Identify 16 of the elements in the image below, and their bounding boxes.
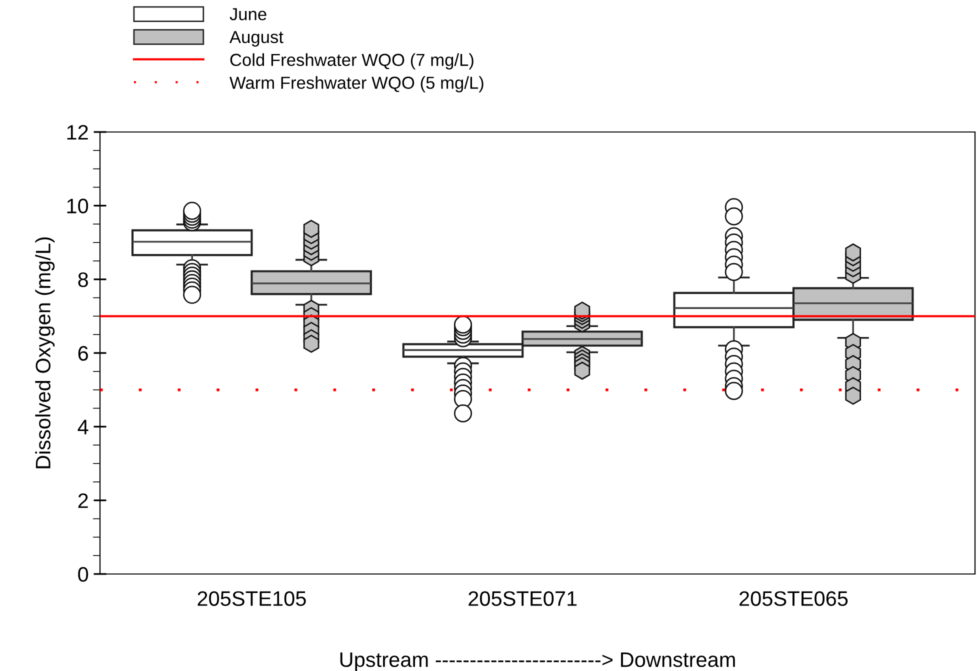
y-axis-title: Dissolved Oxygen (mg/L) bbox=[35, 237, 55, 468]
y-tick-label: 8 bbox=[78, 272, 88, 288]
y-tick-label: 2 bbox=[78, 493, 88, 508]
y-tick-label: 12 bbox=[67, 125, 88, 140]
x-tick-label: 205STE105 bbox=[198, 591, 306, 606]
x-axis-title: Upstream ------------------------> Downstream bbox=[340, 652, 735, 671]
y-tick-label: 0 bbox=[78, 567, 88, 582]
y-tick-label: 4 bbox=[78, 420, 88, 434]
x-tick-label: 205STE065 bbox=[740, 591, 848, 606]
legend-label: August bbox=[229, 31, 284, 47]
x-tick-label: 205STE071 bbox=[468, 591, 577, 606]
legend-label: Warm Freshwater WQO (5 mg/L) bbox=[230, 76, 484, 92]
legend-label: Cold Freshwater WQO (7 mg/L) bbox=[230, 53, 474, 70]
y-tick-label: 10 bbox=[67, 198, 88, 214]
y-tick-label: 6 bbox=[78, 346, 88, 361]
legend-label: June bbox=[230, 8, 266, 20]
